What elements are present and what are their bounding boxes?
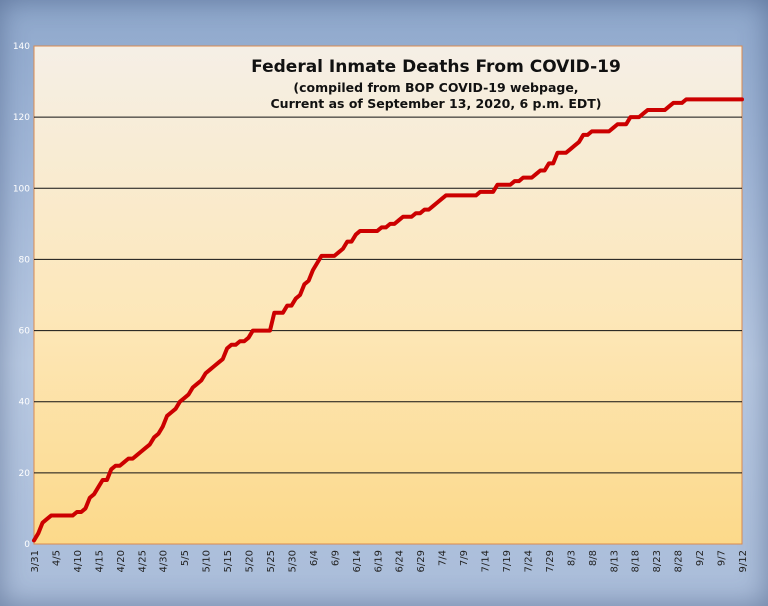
- x-tick-label: 4/30: [159, 550, 170, 572]
- x-tick-label: 3/31: [30, 550, 41, 572]
- x-tick-label: 8/18: [631, 550, 642, 572]
- x-tick-label: 6/29: [416, 550, 427, 572]
- x-tick-label: 5/5: [180, 550, 191, 566]
- x-tick-label: 4/10: [73, 550, 84, 572]
- x-tick-label: 6/24: [395, 550, 406, 572]
- x-tick-label: 8/3: [566, 550, 577, 566]
- x-tick-label: 6/4: [309, 550, 320, 566]
- y-tick-label: 80: [19, 255, 31, 265]
- y-tick-label: 100: [13, 184, 30, 194]
- y-tick-label: 40: [19, 398, 31, 408]
- x-tick-label: 6/9: [330, 550, 341, 566]
- y-axis: 0 20 40 60 80 100 120 140: [13, 42, 30, 550]
- x-tick-label: 9/12: [738, 550, 749, 572]
- x-tick-label: 7/29: [545, 550, 556, 572]
- x-tick-label: 5/20: [245, 550, 256, 572]
- x-tick-label: 6/14: [352, 550, 363, 572]
- x-tick-label: 7/9: [459, 550, 470, 566]
- plot-area: [33, 45, 743, 545]
- x-tick-label: 7/14: [481, 550, 492, 572]
- chart-subtitle-line-2: Current as of September 13, 2020, 6 p.m.…: [271, 96, 602, 111]
- x-tick-label: 4/15: [94, 550, 105, 572]
- x-tick-label: 5/10: [202, 550, 213, 572]
- x-tick-label: 9/2: [695, 550, 706, 566]
- x-tick-label: 5/15: [223, 550, 234, 572]
- series-line: [32, 97, 744, 543]
- x-tick-label: 4/25: [137, 550, 148, 572]
- x-tick-label: 5/30: [287, 550, 298, 572]
- x-tick-label: 7/24: [523, 550, 534, 572]
- chart-subtitle-line-1: (compiled from BOP COVID-19 webpage,: [293, 80, 578, 95]
- x-tick-label: 7/19: [502, 550, 513, 572]
- y-tick-label: 20: [19, 469, 31, 479]
- x-tick-label: 5/25: [266, 550, 277, 572]
- x-tick-label: 4/20: [116, 550, 127, 572]
- x-tick-label: 8/8: [588, 550, 599, 566]
- y-tick-label: 0: [24, 540, 30, 550]
- x-tick-label: 8/13: [609, 550, 620, 572]
- x-tick-label: 6/19: [373, 550, 384, 572]
- y-tick-label: 60: [19, 327, 31, 337]
- x-tick-label: 4/5: [51, 550, 62, 566]
- y-tick-label: 120: [13, 113, 30, 123]
- x-tick-label: 9/7: [717, 550, 728, 566]
- x-axis: 3/31 4/5 4/10 4/15 4/20 4/25 4/30 5/5 5/10 5/15 5/…: [30, 550, 749, 572]
- x-tick-label: 7/4: [438, 550, 449, 566]
- y-tick-label: 140: [13, 42, 30, 52]
- chart-title: Federal Inmate Deaths From COVID-19: [251, 57, 621, 77]
- x-tick-label: 8/28: [674, 550, 685, 572]
- gridlines: [34, 116, 742, 474]
- x-tick-label: 8/23: [652, 550, 663, 572]
